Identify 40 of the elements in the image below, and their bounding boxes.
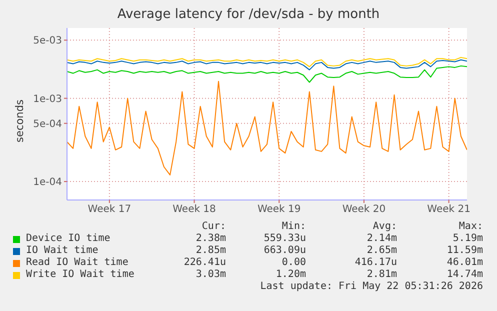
text: 226.41u — [184, 257, 226, 268]
x-tick-label: Week 17 — [88, 204, 132, 216]
legend-label: Device IO time — [26, 233, 110, 244]
text: 46.01m — [446, 257, 483, 268]
y-tick-label: 5e-03 — [33, 36, 62, 47]
text: 559.33u — [264, 233, 306, 244]
y-tick-label: 1e-03 — [33, 94, 62, 105]
x-tick-label: Week 19 — [257, 204, 301, 216]
y-axis-title: seconds — [14, 98, 26, 144]
text: 14.74m — [446, 269, 483, 280]
line-series — [67, 59, 467, 70]
text: 5.19m — [452, 233, 483, 244]
text: 1.20m — [276, 269, 306, 280]
legend-label: Write IO Wait time — [26, 269, 134, 280]
legend-label: Read IO Wait time — [26, 257, 128, 268]
text: Avg: — [372, 221, 397, 232]
text: Min: — [282, 221, 306, 232]
text: 11.59m — [446, 245, 483, 256]
text: Max: — [458, 221, 483, 232]
text: Cur: — [202, 221, 226, 232]
text: 0.00 — [282, 257, 306, 268]
chart-title: Average latency for /dev/sda - by month — [116, 7, 381, 22]
text: 2.85m — [196, 245, 226, 256]
x-tick-label: Week 20 — [342, 204, 386, 216]
text: Last update: Fri May 22 05:31:26 2026 — [260, 281, 483, 292]
text: 2.14m — [366, 233, 397, 244]
line-series — [67, 80, 467, 176]
text: 416.17u — [354, 257, 397, 268]
x-tick-label: Week 21 — [427, 204, 470, 216]
line-series — [67, 65, 467, 83]
legend-label: IO Wait time — [26, 245, 98, 256]
y-tick-label: 5e-04 — [33, 118, 62, 130]
text: 2.38m — [196, 233, 226, 244]
text: 663.09u — [264, 245, 306, 256]
line-series — [67, 56, 467, 68]
y-tick-label: 1e-04 — [33, 177, 62, 188]
x-tick-label: Week 18 — [172, 204, 216, 216]
text: 3.03m — [196, 269, 226, 280]
text: 2.81m — [366, 269, 397, 280]
text: 2.65m — [366, 245, 397, 256]
